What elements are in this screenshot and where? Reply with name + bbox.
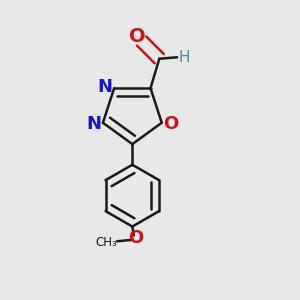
- Text: H: H: [178, 50, 190, 65]
- Text: CH₃: CH₃: [96, 236, 118, 249]
- Text: O: O: [164, 115, 179, 133]
- Text: O: O: [129, 27, 146, 46]
- Text: N: N: [97, 78, 112, 96]
- Text: N: N: [86, 115, 101, 133]
- Text: O: O: [128, 229, 143, 247]
